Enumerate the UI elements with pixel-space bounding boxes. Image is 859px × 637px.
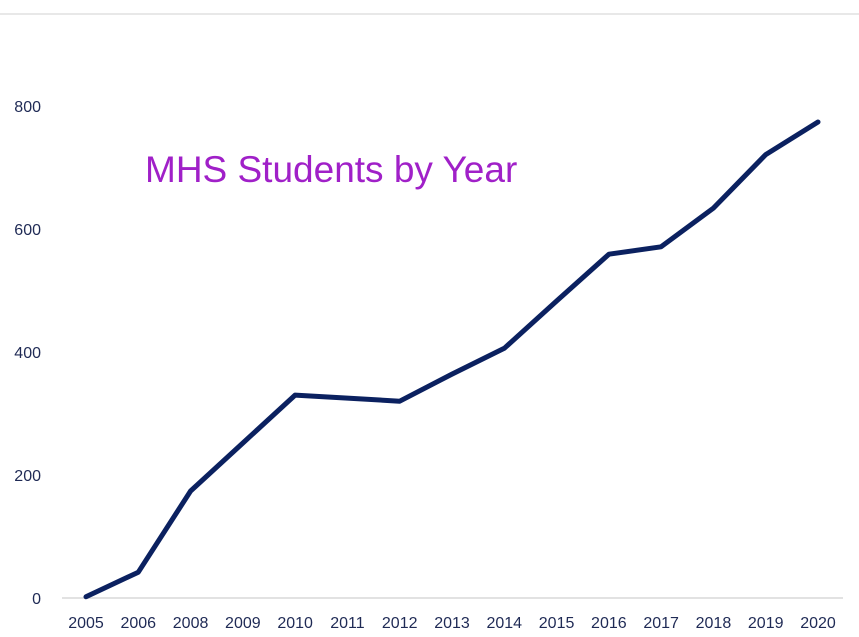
x-tick-label: 2009 bbox=[225, 615, 261, 632]
y-tick-label: 400 bbox=[14, 345, 41, 362]
x-tick-label: 2008 bbox=[173, 615, 209, 632]
x-tick-label: 2010 bbox=[277, 615, 313, 632]
x-tick-label: 2017 bbox=[643, 615, 679, 632]
series-line bbox=[83, 119, 821, 600]
chart-title: MHS Students by Year bbox=[145, 149, 517, 190]
x-tick-label: 2013 bbox=[434, 615, 470, 632]
y-axis-ticks: 0 200 400 600 800 bbox=[14, 99, 41, 608]
y-tick-label: 600 bbox=[14, 222, 41, 239]
x-tick-label: 2014 bbox=[486, 615, 522, 632]
x-axis-ticks: 2005 2006 2008 2009 2010 2011 2012 2013 2014 2015… bbox=[68, 615, 836, 632]
x-tick-label: 2006 bbox=[120, 615, 156, 632]
x-tick-label: 2016 bbox=[591, 615, 627, 632]
x-tick-label: 2011 bbox=[330, 615, 365, 632]
x-tick-label: 2015 bbox=[539, 615, 575, 632]
x-tick-label: 2020 bbox=[800, 615, 836, 632]
x-tick-label: 2012 bbox=[382, 615, 418, 632]
y-tick-label: 200 bbox=[14, 468, 41, 485]
x-tick-label: 2018 bbox=[696, 615, 732, 632]
x-tick-label: 2005 bbox=[68, 615, 104, 632]
x-tick-label: 2019 bbox=[748, 615, 784, 632]
y-tick-label: 0 bbox=[32, 591, 41, 608]
y-tick-label: 800 bbox=[14, 99, 41, 116]
